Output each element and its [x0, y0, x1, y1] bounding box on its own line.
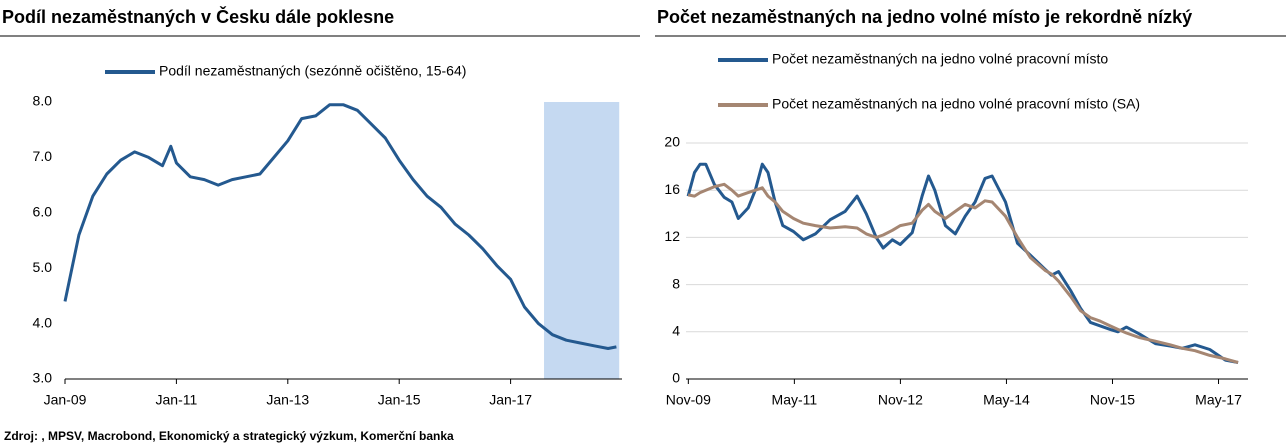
x-tick-label: Nov-09	[666, 392, 711, 408]
x-tick-label: May-14	[983, 392, 1030, 408]
y-tick-label: 7.0	[33, 148, 53, 164]
x-tick-label: Jan-11	[156, 392, 198, 408]
x-tick-label: Jan-15	[378, 392, 421, 408]
y-tick-label: 5.0	[33, 259, 53, 275]
y-tick-label: 0	[672, 370, 680, 386]
y-tick-label: 3.0	[33, 370, 53, 386]
x-tick-label: May-11	[772, 392, 818, 408]
x-tick-label: Jan-09	[44, 392, 87, 408]
x-tick-label: Jan-17	[489, 392, 532, 408]
x-tick-label: Nov-12	[878, 392, 923, 408]
y-tick-label: 8	[672, 275, 680, 291]
y-tick-label: 12	[664, 228, 680, 244]
y-tick-label: 4	[672, 323, 680, 339]
chart-title: Podíl nezaměstnaných v Česku dále pokles…	[2, 6, 394, 27]
chart-title: Počet nezaměstnaných na jedno volné míst…	[657, 7, 1192, 27]
y-tick-label: 8.0	[33, 93, 53, 109]
legend-label: Počet nezaměstnaných na jedno volné prac…	[772, 51, 1108, 67]
y-tick-label: 4.0	[33, 314, 53, 330]
x-tick-label: Jan-13	[266, 392, 309, 408]
data-line	[687, 182, 1239, 364]
y-tick-label: 20	[664, 134, 680, 150]
legend-label: Podíl nezaměstnaných (sezónně očištěno, …	[159, 63, 466, 79]
x-tick-label: Nov-15	[1090, 392, 1135, 408]
data-line	[63, 103, 617, 350]
legend-label: Počet nezaměstnaných na jedno volné prac…	[772, 96, 1140, 112]
y-tick-label: 6.0	[33, 204, 53, 220]
source: Zdroj: , MPSV, Macrobond, Ekonomický a s…	[4, 429, 454, 443]
highlight-band	[544, 102, 620, 379]
y-tick-label: 16	[664, 181, 680, 197]
x-tick-label: May-17	[1195, 392, 1242, 408]
data-line	[686, 162, 1239, 364]
